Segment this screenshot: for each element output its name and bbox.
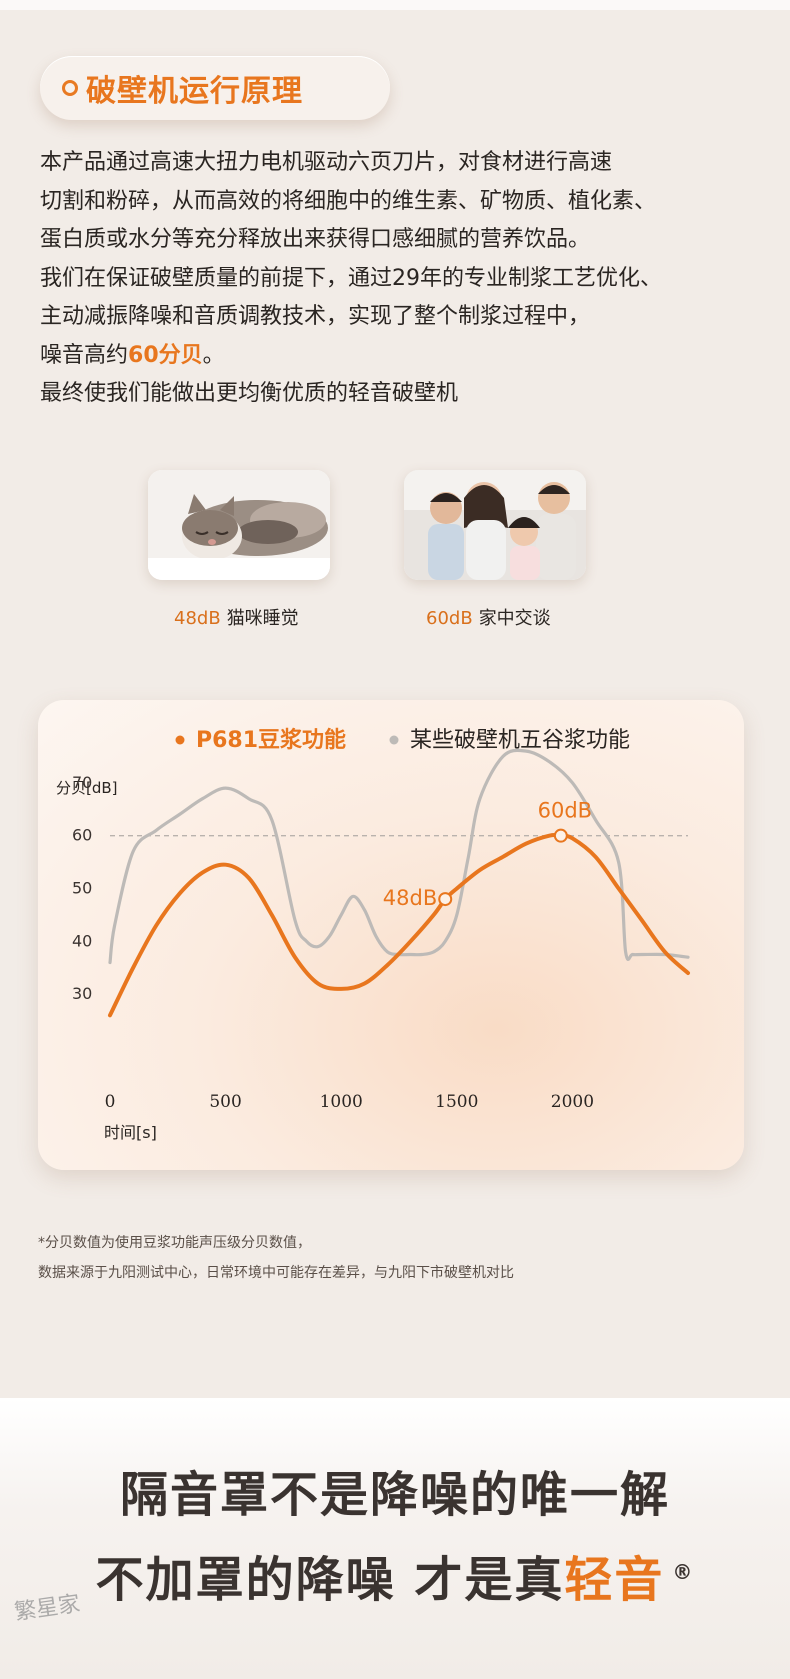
intro-line: 切割和粉碎，从而高效的将细胞中的维生素、矿物质、植化素、 xyxy=(40,188,657,214)
y-tick-label: 40 xyxy=(72,931,92,950)
circle-icon xyxy=(62,80,78,96)
slogan-band xyxy=(0,1398,790,1679)
intro-line: 蛋白质或水分等充分释放出来获得口感细腻的营养饮品。 xyxy=(40,227,591,252)
slogan-line-2: 不加罩的降噪 才是真轻音 ® xyxy=(0,1540,790,1610)
registered-mark: ® xyxy=(672,1560,695,1584)
annotation-label: 60dB xyxy=(538,799,592,823)
section-title-pill: 破壁机运行原理 xyxy=(40,56,390,120)
top-band xyxy=(0,0,790,10)
legend-dot xyxy=(175,735,185,745)
legend-label: P681豆浆功能 xyxy=(196,727,346,753)
series-line xyxy=(108,832,690,1018)
noise-chart-panel: P681豆浆功能 某些破壁机五谷浆功能分贝[dB] 30 40 50 60 70 0 500 10… xyxy=(38,700,744,1170)
footnote-line: *分贝数值为使用豆浆功能声压级分贝数值， xyxy=(38,1235,311,1251)
comparison-text: 家中交谈 xyxy=(478,608,551,629)
comparison-text: 猫咪睡觉 xyxy=(226,608,299,629)
y-tick-label: 30 xyxy=(72,984,92,1003)
slogan-line-1: 隔音罩不是降噪的唯一解 xyxy=(119,1467,670,1523)
x-tick-label: 2000 xyxy=(551,1092,594,1112)
x-tick-label: 0 xyxy=(105,1092,116,1112)
noise-value: 60分贝 xyxy=(128,342,203,368)
slogan-highlight: 轻音 xyxy=(564,1552,665,1608)
legend-label: 某些破壁机五谷浆功能 xyxy=(410,728,630,753)
series-line xyxy=(108,748,690,965)
x-tick-label: 1000 xyxy=(320,1092,363,1112)
comparison-db: 48dB xyxy=(174,608,221,629)
section-title: 破壁机运行原理 xyxy=(86,74,303,109)
x-tick-label: 500 xyxy=(209,1092,241,1112)
intro-line: 我们在保证破壁质量的前提下，通过29年的专业制浆工艺优化、 xyxy=(40,265,662,291)
slogan-main: 不加罩的降噪 才是真 xyxy=(95,1552,565,1608)
comparison-label-family: 60dB 家中交谈 xyxy=(426,604,551,630)
intro-last-line: 最终使我们能做出更均衡优质的轻音破壁机 xyxy=(40,381,459,406)
x-tick-label: 1500 xyxy=(435,1092,478,1112)
y-tick-label: 60 xyxy=(72,826,92,845)
comparison-label-cat: 48dB 猫咪睡觉 xyxy=(174,604,299,630)
family-talking-photo xyxy=(404,470,586,580)
y-tick-label: 70 xyxy=(72,773,92,792)
intro-line: 主动减振降噪和音质调教技术，实现了整个制浆过程中， xyxy=(40,304,591,329)
footnote-line: 数据来源于九阳测试中心，日常环境中可能存在差异，与九阳下市破壁机对比 xyxy=(38,1265,514,1281)
footnotes: *分贝数值为使用豆浆功能声压级分贝数值， 数据来源于九阳测试中心，日常环境中可能… xyxy=(38,1228,514,1288)
legend-dot xyxy=(389,735,399,745)
annotation-marker xyxy=(553,828,568,843)
comparison-db: 60dB xyxy=(426,608,473,629)
intro-text: 本产品通过高速大扭力电机驱动六页刀片，对食材进行高速 切割和粉碎，从而高效的将细… xyxy=(40,144,760,414)
annotation-label: 48dB xyxy=(383,886,437,910)
x-axis-label: 时间[s] xyxy=(104,1123,157,1142)
noise-prefix: 噪音高约 xyxy=(40,342,129,368)
y-tick-label: 50 xyxy=(72,879,92,898)
y-axis-label: 分贝[dB] xyxy=(56,779,118,797)
sleeping-cat-photo xyxy=(148,470,330,580)
sleeping-cat-icon xyxy=(148,470,330,580)
noise-suffix: 。 xyxy=(202,342,225,368)
annotation-marker xyxy=(438,892,453,907)
noise-line: 噪音高约60分贝。 xyxy=(40,337,760,376)
family-talking-icon xyxy=(404,470,586,580)
intro-line: 本产品通过高速大扭力电机驱动六页刀片，对食材进行高速 xyxy=(40,150,613,175)
